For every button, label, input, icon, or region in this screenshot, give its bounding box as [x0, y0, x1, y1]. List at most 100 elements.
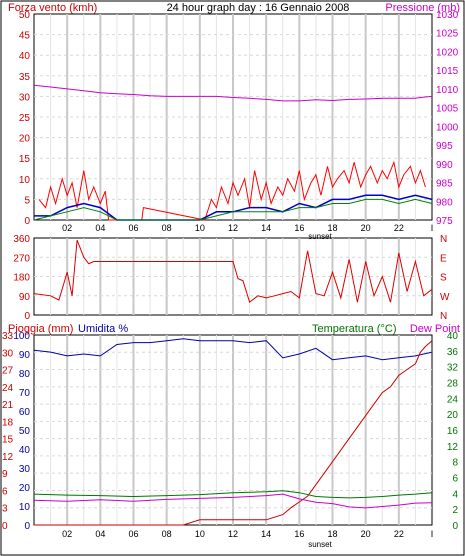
sunset-label-top: sunset	[308, 232, 332, 241]
x-tick-label: 12	[228, 223, 238, 233]
compass-letter: W	[440, 292, 450, 303]
compass-letter: S	[440, 273, 447, 284]
pressure-tick: 1010	[436, 85, 459, 96]
x-tick-label: 08	[162, 529, 172, 539]
x-tick-label: 16	[294, 529, 304, 539]
wind-speed-title: Forza vento (kmh)	[8, 2, 97, 14]
pressure-tick: 1030	[436, 10, 459, 21]
humidity-tick: 0	[24, 521, 30, 532]
wind-direction-tick: 180	[13, 273, 30, 284]
x-tick-label: 14	[261, 223, 271, 233]
graph-title: 24 hour graph day : 16 Gennaio 2008	[167, 2, 350, 14]
x-tick-label: 14	[261, 529, 271, 539]
x-tick-label: 02	[62, 223, 72, 233]
sunset-label-bottom: sunset	[308, 540, 332, 549]
temperature-tick: 2	[452, 505, 458, 516]
dew-point-line	[33, 493, 433, 509]
x-tick-label: 10	[195, 529, 205, 539]
pressure-tick: 1005	[436, 104, 459, 115]
temperature-tick: 24	[447, 394, 459, 405]
pressure-tick: 995	[436, 141, 453, 152]
x-tick-label: 18	[327, 223, 337, 233]
temperature-tick: 6	[452, 474, 458, 485]
dew-point-title: Dew Point	[410, 323, 460, 335]
wind-speed-tick: 50	[19, 10, 31, 21]
wind-speed-tick: 45	[19, 31, 31, 42]
x-tick-label: 18	[327, 529, 337, 539]
temperature-tick: 12	[447, 442, 459, 453]
wind-speed-tick: 40	[19, 51, 31, 62]
rain-tick: 21	[2, 400, 14, 411]
temperature-tick: 16	[447, 426, 459, 437]
compass-letter: N	[440, 311, 447, 322]
wind-speed-tick: 30	[19, 92, 31, 103]
x-tick-label: I	[431, 529, 434, 539]
rain-tick: 6	[2, 486, 8, 497]
humidity-line	[33, 338, 433, 361]
x-tick-label: I	[431, 223, 434, 233]
wind-direction-tick: 0	[24, 311, 30, 322]
series-lines	[33, 84, 433, 526]
pressure-tick: 975	[436, 216, 453, 227]
pressure-tick: 990	[436, 160, 453, 171]
humidity-tick: 90	[19, 350, 31, 361]
rain-tick: 9	[2, 469, 8, 480]
wind-speed-tick: 15	[19, 154, 31, 165]
wind-direction-line	[33, 239, 433, 304]
compass-letter: N	[440, 234, 447, 245]
humidity-tick: 80	[19, 369, 31, 380]
pressure-tick: 1025	[436, 29, 459, 40]
compass-letter: E	[440, 253, 447, 264]
rain-tick: 15	[2, 435, 14, 446]
wind-speed-tick: 25	[19, 113, 31, 124]
x-tick-label: 12	[228, 529, 238, 539]
wind-speed-tick: 0	[24, 216, 30, 227]
pressure-line	[33, 84, 433, 102]
temperature-tick: 0	[452, 521, 458, 532]
temperature-line	[33, 490, 433, 499]
x-tick-label: 16	[294, 223, 304, 233]
wind-speed-tick: 35	[19, 72, 31, 83]
temperature-tick: 32	[447, 363, 459, 374]
humidity-tick: 60	[19, 407, 31, 418]
grid-lines	[34, 14, 432, 525]
x-tick-label: 06	[128, 529, 138, 539]
wind-gust-line	[34, 194, 433, 221]
wind-speed-tick: 5	[24, 195, 30, 206]
humidity-tick: 100	[13, 331, 30, 342]
rain-tick: 27	[2, 366, 14, 377]
temperature-tick: 28	[447, 379, 459, 390]
x-tick-label: 20	[361, 223, 371, 233]
temperature-title: Temperatura (°C)	[312, 323, 396, 335]
rain-title: Pioggia (mm)	[8, 323, 73, 335]
pressure-tick: 1000	[436, 122, 459, 133]
rain-tick: 3	[2, 504, 8, 515]
humidity-tick: 10	[19, 502, 31, 513]
humidity-title: Umidita %	[78, 323, 128, 335]
x-tick-label: 02	[62, 529, 72, 539]
temperature-tick: 8	[452, 458, 458, 469]
x-tick-label: 22	[394, 529, 404, 539]
temperature-tick: 40	[447, 331, 459, 342]
pressure-tick: 980	[436, 197, 453, 208]
temperature-tick: 20	[447, 410, 459, 421]
wind-direction-tick: 270	[13, 253, 30, 264]
temperature-tick: 36	[447, 347, 459, 358]
rain-tick: 24	[2, 383, 14, 394]
humidity-tick: 30	[19, 464, 31, 475]
x-tick-label: 08	[162, 223, 172, 233]
humidity-tick: 20	[19, 483, 31, 494]
rain-tick: 33	[2, 331, 14, 342]
rain-tick: 0	[2, 521, 8, 532]
rain-tick: 18	[2, 417, 14, 428]
panel-labels: Forza vento (kmh) 24 hour graph day : 16…	[8, 2, 460, 549]
x-tick-label: 10	[195, 223, 205, 233]
pressure-tick: 985	[436, 179, 453, 190]
pressure-title: Pressione (mb)	[385, 2, 460, 14]
humidity-tick: 40	[19, 445, 31, 456]
x-tick-label: 20	[361, 529, 371, 539]
pressure-tick: 1015	[436, 66, 459, 77]
x-tick-label: 04	[95, 223, 105, 233]
wind-speed-tick: 20	[19, 134, 31, 145]
